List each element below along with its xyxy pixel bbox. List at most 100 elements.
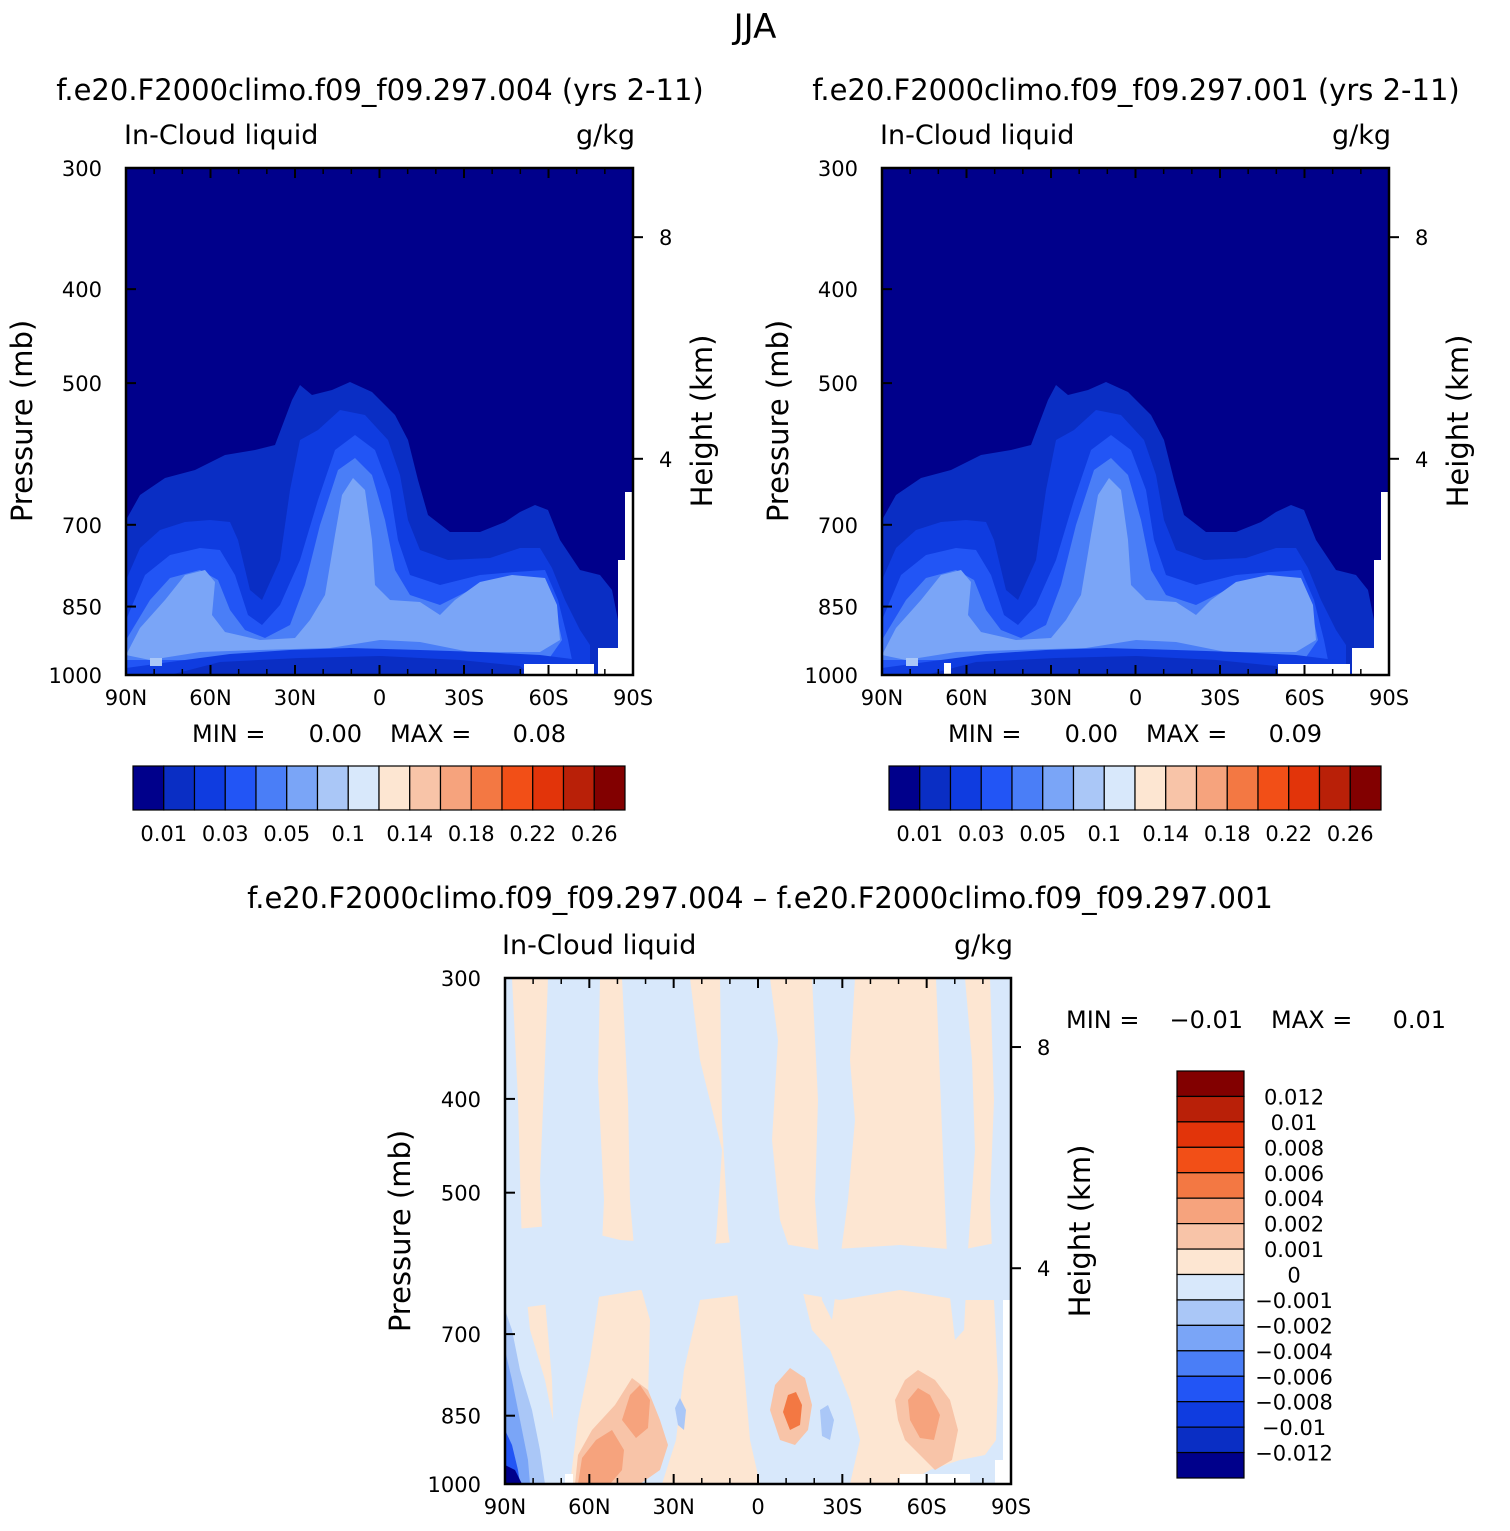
panel-diff-colorbar-label: 0.008	[1264, 1136, 1324, 1160]
panel-a-colorbar-swatch	[224, 765, 257, 811]
panel-diff-min-value: −0.01	[1169, 1006, 1243, 1034]
panel-b-band-lowest	[926, 656, 1286, 675]
diff-blue-blob-6	[820, 1405, 834, 1440]
panel-diff-colorbar-label: 0	[1287, 1264, 1300, 1288]
panel-a-colorbar-label: 0.1	[332, 822, 365, 846]
panel-diff-max-label: MAX =	[1271, 1006, 1352, 1034]
panel-b-colorbar-label: 0.26	[1327, 822, 1374, 846]
panel-a-colorbar-swatch	[439, 765, 472, 811]
panel-b-colorbar-swatch	[1103, 765, 1136, 811]
panel-diff-colorbar-swatch	[1176, 1401, 1245, 1428]
diff-blue-streak-1	[505, 978, 560, 1484]
panel-a-xtick-label: 30N	[274, 686, 316, 710]
panel-a-xtick-label: 0	[373, 686, 386, 710]
panel-a-colorbar-swatch	[193, 765, 226, 811]
panel-b-colorbar-swatch	[1226, 765, 1259, 811]
panel-b-colorbar-label: 0.01	[896, 822, 943, 846]
panel-a-colorbar-swatch	[409, 765, 442, 811]
panel-diff-xtick-label: 60N	[568, 1495, 610, 1519]
panel-a-y2label: Height (km)	[685, 335, 719, 508]
diff-blue-streak-7	[905, 978, 1011, 1484]
diff-warm-blob-5	[783, 1392, 802, 1430]
panel-b-min-label: MIN =	[948, 720, 1021, 748]
diff-warm-blob-2	[578, 1430, 624, 1484]
panel-b-missing-2	[1352, 648, 1374, 675]
diff-warm-blob-7	[908, 1388, 940, 1440]
panel-a-colorbar-swatch	[163, 765, 196, 811]
panel-a-min-label: MIN =	[192, 720, 265, 748]
panel-a-variable: In-Cloud liquid	[124, 120, 318, 151]
panel-b-colorbar-swatch	[1165, 765, 1198, 811]
panel-a-colorbar-swatch	[470, 765, 503, 811]
panel-b-missing-1	[1278, 664, 1350, 675]
panel-diff-colorbar-label: 0.01	[1271, 1111, 1318, 1135]
panel-diff-colorbar-label: −0.006	[1255, 1365, 1333, 1389]
panel-diff-colorbar-swatch	[1176, 1146, 1245, 1174]
diff-blue-band-mid	[505, 1225, 1011, 1310]
panel-a-ytick-label: 300	[62, 157, 102, 181]
panel-b-variable: In-Cloud liquid	[880, 120, 1074, 151]
panel-b-colorbar-label: 0.05	[1019, 822, 1066, 846]
diff-blue-streak-3	[622, 978, 722, 1484]
panel-b-y2tick-label: 4	[1415, 448, 1428, 472]
panel-a-colorbar-swatch	[593, 765, 626, 811]
panel-b-colorbar: 0.01 0.03 0.05 0.1 0.14 0.18 0.22 0.26	[888, 765, 1382, 846]
panel-diff-colorbar-swatch	[1176, 1324, 1245, 1352]
panel-diff-ticks: 90N 60N 30N 0 30S 60S 90S 300 400 500 700 850 1000 8 4	[428, 967, 1051, 1519]
case-b-title: f.e20.F2000climo.f09_f09.297.001 (yrs 2-…	[812, 73, 1459, 107]
panel-a-ytick-label: 700	[62, 514, 102, 538]
panel-a-colorbar-swatch	[347, 765, 380, 811]
panel-diff-y2label: Height (km)	[1063, 1145, 1097, 1318]
panel-a-ylabel: Pressure (mb)	[5, 320, 39, 522]
panel-a-y2tick-label: 8	[659, 226, 672, 250]
panel-b-colorbar-swatch	[1042, 765, 1075, 811]
panel-a-missing-5	[150, 658, 162, 666]
panel-b-ytick-label: 1000	[805, 664, 858, 688]
panel-diff-colorbar-label: −0.004	[1255, 1340, 1333, 1364]
panel-diff-colorbar-label: −0.002	[1255, 1314, 1333, 1338]
panel-diff-ytick-label: 400	[441, 1088, 481, 1112]
panel-b-colorbar-swatch	[1072, 765, 1105, 811]
panel-diff-y2tick-label: 4	[1037, 1257, 1050, 1281]
season-title: JJA	[732, 7, 777, 47]
panel-a-xtick-label: 90N	[105, 686, 147, 710]
panel-a-y2tick-label: 4	[659, 448, 672, 472]
panel-a-band-lowest	[170, 656, 530, 675]
panel-b-ytick-label: 850	[818, 596, 858, 620]
panel-diff-colorbar-swatch	[1176, 1197, 1245, 1225]
panel-diff-ytick-label: 300	[441, 967, 481, 991]
diff-missing-1	[565, 1474, 573, 1484]
panel-b-units: g/kg	[1332, 120, 1391, 151]
panel-a-colorbar-label: 0.03	[202, 822, 249, 846]
case-a-title: f.e20.F2000climo.f09_f09.297.004 (yrs 2-…	[56, 73, 703, 107]
panel-a-ytick-label: 850	[62, 596, 102, 620]
panel-b-xtick-label: 90N	[861, 686, 903, 710]
panel-a-colorbar-label: 0.26	[571, 822, 618, 846]
panel-diff-colorbar-label: 0.001	[1264, 1238, 1324, 1262]
panel-diff-colorbar-label: −0.008	[1255, 1391, 1333, 1415]
panel-b-colorbar-swatch	[1349, 765, 1382, 811]
diff-blue-blob-5	[675, 1398, 686, 1430]
panel-diff-colorbar-label: 0.012	[1264, 1085, 1324, 1109]
panel-diff-colorbar-swatch	[1176, 1248, 1245, 1276]
panel-diff-units: g/kg	[954, 930, 1013, 961]
panel-a-colorbar-label: 0.05	[263, 822, 310, 846]
panel-a-max-label: MAX =	[390, 720, 471, 748]
panel-a-max-value: 0.08	[513, 720, 566, 748]
panel-b-colorbar-label: 0.22	[1265, 822, 1312, 846]
diff-title: f.e20.F2000climo.f09_f09.297.004 – f.e20…	[247, 881, 1273, 915]
panel-b-ytick-label: 400	[818, 278, 858, 302]
panel-a-colorbar-swatch	[316, 765, 349, 811]
panel-diff-colorbar-swatch	[1176, 1070, 1245, 1098]
panel-b-ytick-label: 500	[818, 372, 858, 396]
panel-b-xtick-label: 60N	[945, 686, 987, 710]
panel-diff-ytick-label: 500	[441, 1182, 481, 1206]
panel-diff-colorbar-swatch	[1176, 1223, 1245, 1250]
diff-blue-streak-4	[720, 978, 860, 1484]
panel-diff-colorbar-swatch	[1176, 1426, 1245, 1454]
panel-a-colorbar-label: 0.18	[448, 822, 495, 846]
panel-b-xtick-label: 90S	[1369, 686, 1409, 710]
panel-a-colorbar: 0.01 0.03 0.05 0.1 0.14 0.18 0.22 0.26	[132, 765, 626, 846]
panel-diff-xtick-label: 30N	[652, 1495, 694, 1519]
panel-diff-colorbar-swatch	[1176, 1451, 1245, 1479]
